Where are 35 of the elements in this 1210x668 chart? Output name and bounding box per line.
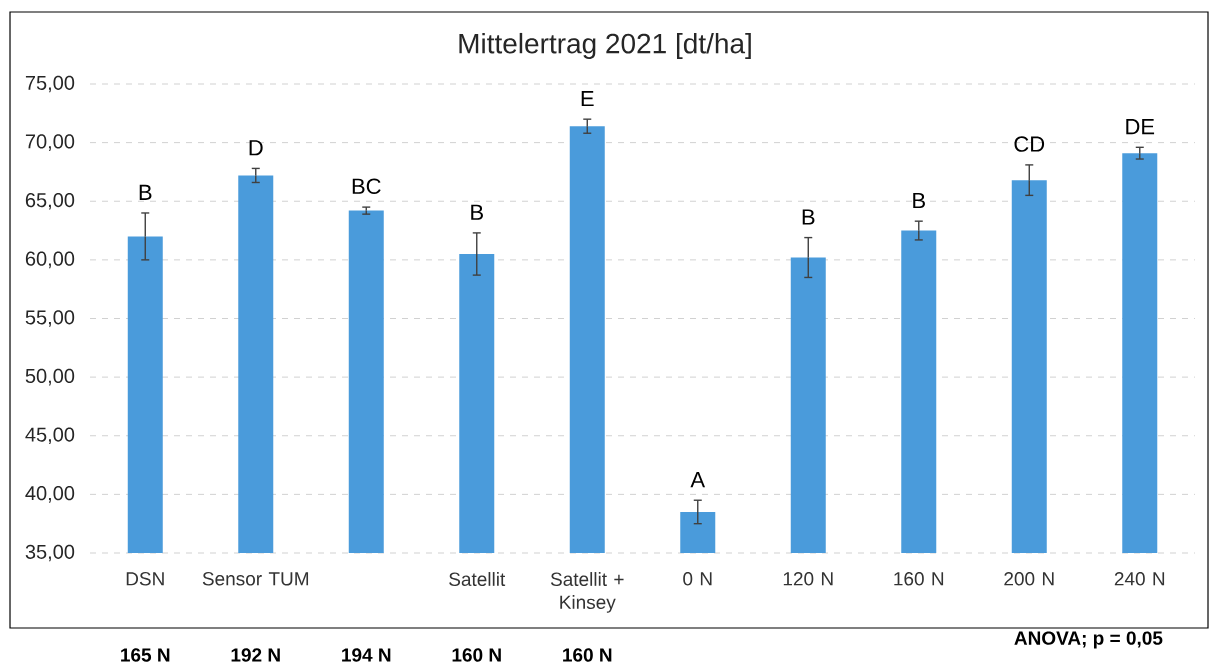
annotation: B [913,192,925,209]
y-tick-label: 75,00 [25,75,75,93]
annotation: B [139,184,152,200]
y-tick-label: 40,00 [25,486,75,503]
y-tick-label: 50,00 [25,368,75,386]
x-tick-label: 0 N [683,572,712,586]
x-tick-label: Satellit + Kinsey [550,572,624,613]
x-tick-label: DSN [126,572,164,586]
annotation: CD [1014,136,1045,152]
text: 194 N [342,648,391,662]
y-tick-label: 45,00 [25,427,75,445]
y-tick-label: 60,00 [25,251,75,269]
annotation: BC [352,178,381,195]
annotation: B [802,209,815,225]
y-tick-label: 65,00 [25,192,75,210]
text: ANOVA; p = 0,05 [1014,631,1163,649]
annotation: D [249,140,263,156]
y-tick-label: 55,00 [25,310,75,327]
annotation: B [471,204,483,220]
x-tick-label: Sensor TUM [202,572,309,586]
text: 165 N [121,648,170,662]
x-tick-label: 200 N [1004,572,1054,586]
y-tick-label: 35,00 [25,544,75,562]
text: 192 N [231,648,280,662]
x-tick-label: Satellit [449,572,506,587]
annotation: A [690,472,706,488]
x-tick-label: 240 N [1114,572,1165,586]
text: 160 N [563,648,612,662]
y-tick-label: 70,00 [25,134,75,151]
annotation: E [581,90,594,107]
chart-title: Mittelertrag 2021 [dt/ha] [459,32,751,60]
x-tick-label: 160 N [894,572,944,586]
annotation: DE [1126,119,1155,135]
text: 160 N [452,648,501,662]
x-tick-label: 120 N [783,572,833,586]
